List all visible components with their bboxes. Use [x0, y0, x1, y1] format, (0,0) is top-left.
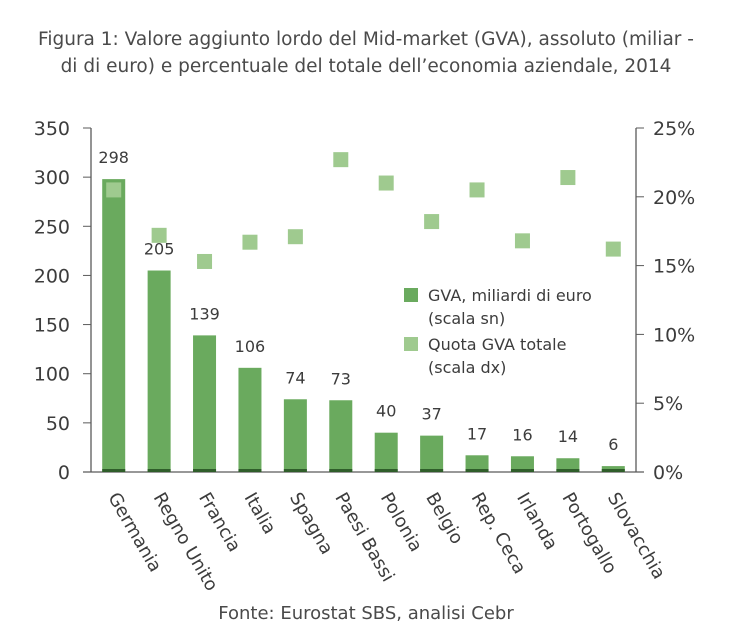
scatter-point [333, 152, 349, 168]
bar [329, 400, 353, 472]
legend-square-swatch [404, 337, 418, 351]
bar-base [601, 469, 625, 472]
bar-base [283, 469, 307, 472]
y-left-tick-label: 350 [34, 118, 70, 140]
bar-base [510, 469, 534, 472]
x-tick-label: Francia [194, 489, 245, 556]
bar-base [374, 469, 398, 472]
x-tick-label: Spagna [285, 489, 337, 558]
bar-data-label: 6 [608, 435, 618, 454]
scatter-point [378, 175, 394, 191]
bar-base [238, 469, 262, 472]
bar-data-label: 298 [98, 148, 129, 167]
source-note: Fonte: Eurostat SBS, analisi Cebr [218, 603, 514, 624]
y-left-tick-label: 300 [34, 167, 70, 189]
bar-base [465, 469, 489, 472]
y-left-tick-label: 50 [46, 413, 70, 435]
bar [374, 432, 398, 472]
bar-data-label: 37 [421, 405, 441, 424]
legend-square-sublabel: (scala dx) [428, 358, 506, 377]
scatter-point [287, 229, 303, 245]
x-tick-label: Irlanda [512, 489, 561, 554]
bar [465, 455, 489, 472]
bar-data-label: 106 [235, 337, 266, 356]
bar-base [329, 469, 353, 472]
legend-bar-sublabel: (scala sn) [428, 309, 505, 328]
y-right-tick-label: 15% [653, 256, 695, 278]
x-tick-label: Italia [240, 489, 280, 538]
x-tick-label: Belgio [421, 489, 467, 548]
scatter-point [197, 253, 213, 269]
y-left-tick-label: 0 [58, 462, 70, 484]
bar-base [420, 469, 444, 472]
bar [283, 399, 307, 472]
bar [510, 456, 534, 472]
bar-base [193, 469, 217, 472]
bar [147, 270, 171, 472]
bar [102, 179, 126, 472]
bar-base [556, 469, 580, 472]
bar-data-label: 16 [512, 425, 532, 444]
scatter-point [560, 170, 576, 186]
y-left-tick-label: 100 [34, 364, 70, 386]
bar [193, 335, 217, 472]
scatter-point [514, 233, 530, 249]
scatter-point [242, 234, 258, 250]
y-right-tick-label: 0% [653, 462, 683, 484]
legend-bar-label: GVA, miliardi di euro [428, 286, 592, 305]
bar-base [147, 469, 171, 472]
y-right-tick-label: 10% [653, 324, 695, 346]
chart-title-line-1: Figura 1: Valore aggiunto lordo del Mid-… [38, 29, 694, 50]
bar-data-label: 139 [189, 304, 220, 323]
y-right-tick-label: 20% [653, 187, 695, 209]
bar [420, 435, 444, 472]
y-right-tick-label: 25% [653, 118, 695, 140]
y-right-tick-label: 5% [653, 393, 683, 415]
scatter-point [469, 182, 485, 198]
legend-bar-swatch [404, 288, 418, 302]
scatter-point [424, 214, 440, 230]
scatter-point [151, 227, 167, 243]
bar-base [102, 469, 126, 472]
scatter-point [106, 182, 122, 198]
bar-data-label: 73 [331, 369, 351, 388]
y-left-tick-label: 150 [34, 315, 70, 337]
bar-data-label: 17 [467, 424, 487, 443]
bar [238, 367, 262, 472]
bar-data-label: 40 [376, 402, 396, 421]
bar [556, 458, 580, 472]
legend-square-label: Quota GVA totale [428, 335, 566, 354]
scatter-point [605, 241, 621, 257]
bar-data-label: 74 [285, 368, 305, 387]
bar-data-label: 205 [144, 240, 175, 259]
chart-title-line-2: di di euro) e percentuale del totale del… [60, 56, 672, 77]
y-left-tick-label: 250 [34, 216, 70, 238]
y-left-tick-label: 200 [34, 265, 70, 287]
chart-title: Figura 1: Valore aggiunto lordo del Mid-… [0, 26, 732, 80]
x-tick-label: Polonia [376, 489, 427, 556]
bar-data-label: 14 [558, 427, 578, 446]
